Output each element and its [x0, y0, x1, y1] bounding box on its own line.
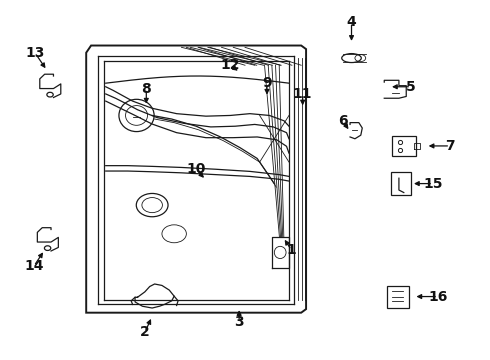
Text: 6: 6: [338, 114, 347, 128]
Text: 15: 15: [423, 177, 443, 190]
Text: 5: 5: [406, 80, 416, 94]
Text: 11: 11: [293, 87, 313, 101]
Text: 4: 4: [346, 15, 356, 29]
Text: 1: 1: [287, 243, 296, 257]
Text: 3: 3: [234, 315, 244, 329]
Text: 14: 14: [24, 259, 44, 273]
Text: 2: 2: [140, 325, 150, 339]
Text: 8: 8: [142, 82, 151, 95]
Text: 13: 13: [25, 46, 45, 60]
Text: 10: 10: [187, 162, 206, 176]
Text: 9: 9: [262, 76, 272, 90]
Text: 12: 12: [220, 58, 240, 72]
Text: 16: 16: [428, 289, 448, 303]
Text: 7: 7: [445, 139, 455, 153]
